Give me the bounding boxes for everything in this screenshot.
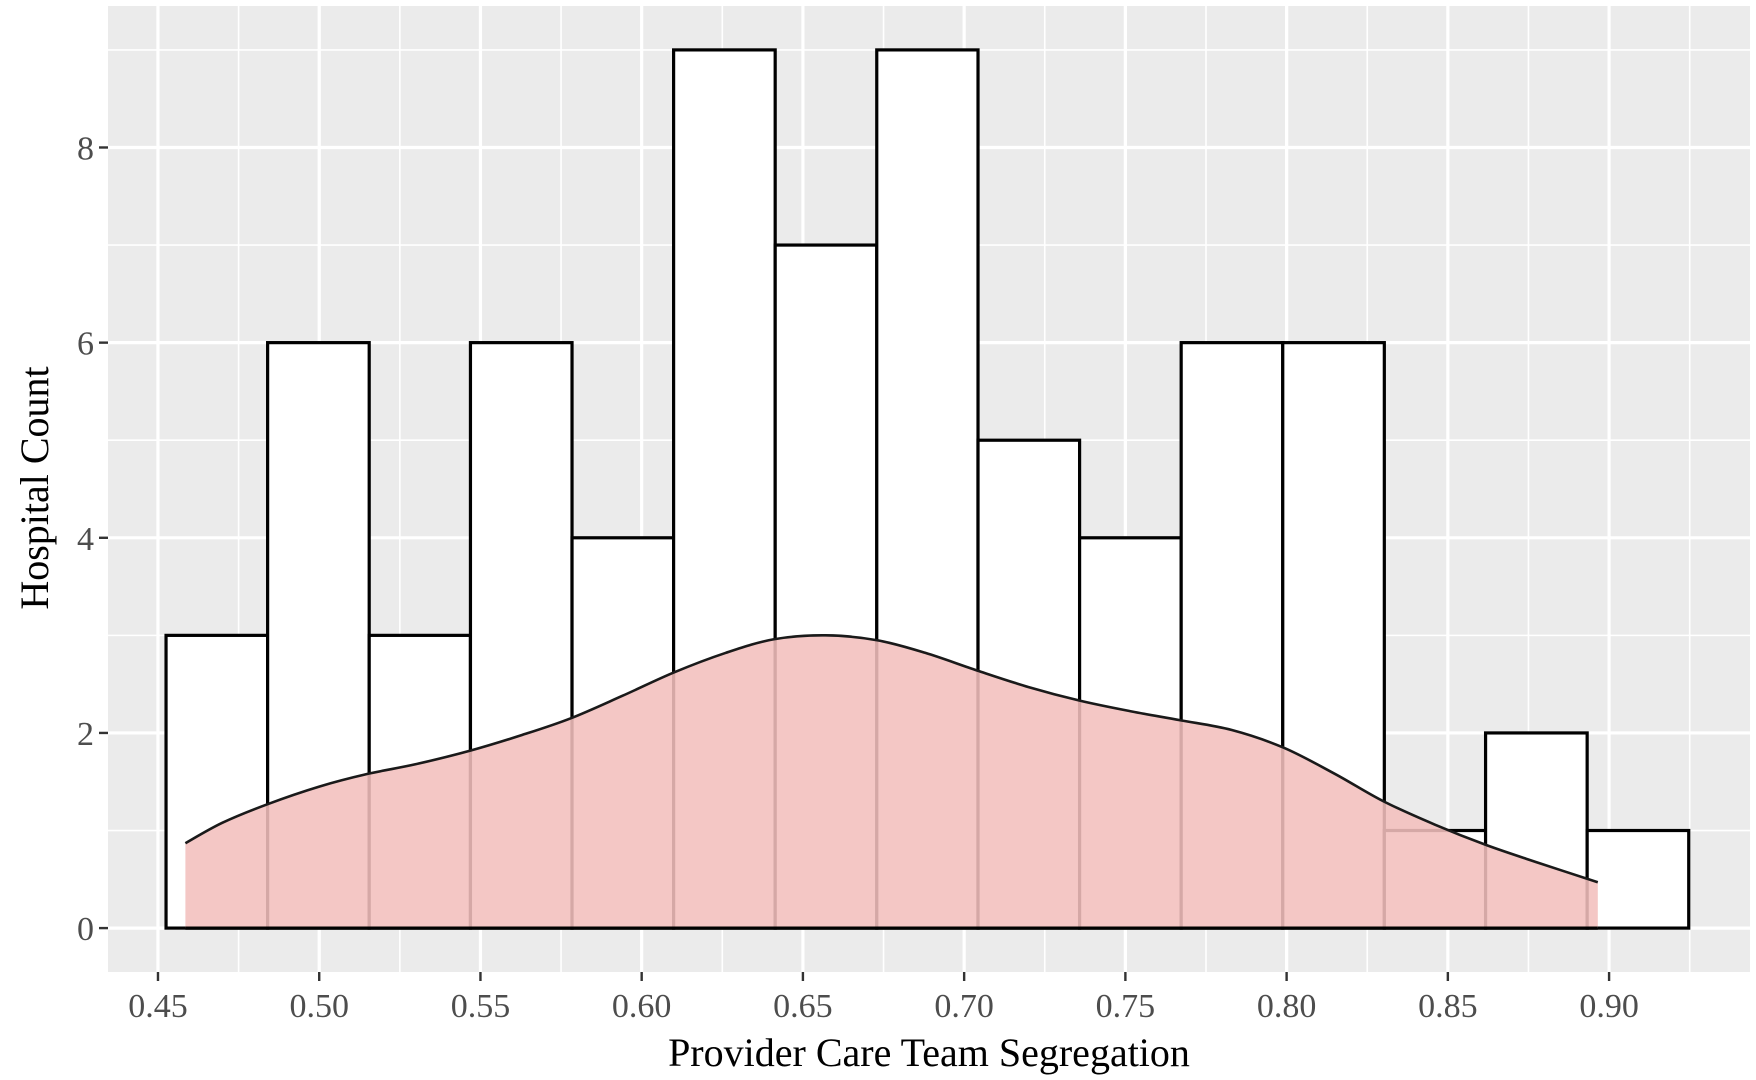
x-tick-label: 0.85 <box>1418 988 1478 1025</box>
y-tick-label: 6 <box>77 326 94 363</box>
histogram-bar <box>1585 828 1691 930</box>
y-tick-label: 8 <box>77 130 94 167</box>
y-tick-label: 2 <box>77 716 94 753</box>
x-tick-label: 0.65 <box>773 988 833 1025</box>
y-tick-label: 0 <box>77 911 94 948</box>
density-curve <box>184 634 1599 930</box>
x-axis-title: Provider Care Team Segregation <box>668 1030 1190 1075</box>
x-tick-label: 0.55 <box>451 988 511 1025</box>
x-axis-ticks: 0.45 0.50 0.55 0.60 0.65 0.70 0.75 0.80 0.85 0.90 <box>128 972 1639 1025</box>
x-tick-label: 0.90 <box>1579 988 1639 1025</box>
x-tick-label: 0.50 <box>289 988 349 1025</box>
density-area <box>185 635 1598 929</box>
x-tick-label: 0.75 <box>1096 988 1156 1025</box>
y-axis-ticks: 0 2 4 6 8 <box>77 130 108 948</box>
x-tick-label: 0.70 <box>934 988 994 1025</box>
x-tick-label: 0.60 <box>612 988 672 1025</box>
y-tick-label: 4 <box>77 521 94 558</box>
y-axis-title: Hospital Count <box>12 366 57 609</box>
density-line <box>184 634 1599 884</box>
x-tick-label: 0.45 <box>128 988 188 1025</box>
x-tick-label: 0.80 <box>1257 988 1317 1025</box>
